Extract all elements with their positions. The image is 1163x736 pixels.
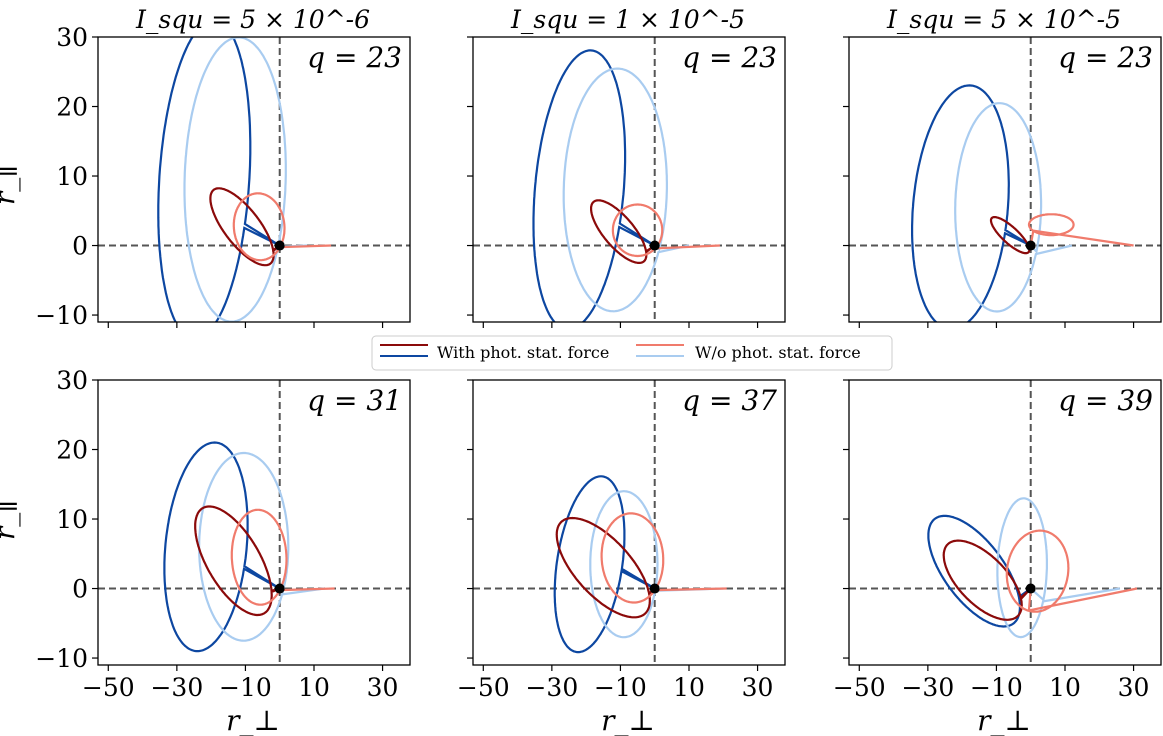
panel-6: −50 −30 −10 10 30 q = 39 [833,379,1162,702]
xtick-label: −30 [901,673,954,702]
panel-curves [911,84,1134,322]
xtick-label: −50 [457,673,510,702]
ytick-label: 0 [72,575,88,604]
origin-dot [1025,583,1036,594]
origin-dot [649,240,660,251]
xtick-label: −30 [525,673,578,702]
panel-frame [848,36,1162,323]
trajectory-without-4 [611,203,720,258]
ytick-label: 20 [56,93,88,122]
panel-frame [472,379,786,666]
q-annotation: q = 23 [682,41,777,74]
ytick-label: 30 [56,23,88,52]
origin-dot [649,583,660,594]
legend-frame [371,335,893,371]
trajectory-with-1 [927,514,1032,628]
panel-1: −10 0 10 20 30 q = 23 [35,23,411,330]
ytick-label: 20 [56,436,88,465]
panel-curves [163,441,335,653]
ytick-label: 10 [56,162,88,191]
panel-curves [927,497,1138,639]
xtick-label: −10 [970,673,1023,702]
panel-curves [532,49,720,322]
ytick-label: 0 [72,232,88,261]
trajectory-with-1 [911,84,1032,322]
trajectory-with-1 [532,49,656,322]
origin-dot [1025,240,1036,251]
xtick-label: 10 [1049,673,1081,702]
trajectory-without-2 [954,102,1073,313]
panel-frame [97,379,411,666]
ytick-label: 30 [56,366,88,395]
trajectory-without-4 [232,192,332,262]
trajectory-with-3 [555,516,656,619]
trajectory-without-2 [198,451,325,642]
title-panel-1: I_squ = 5 × 10^-6 [135,5,370,34]
q-annotation: q = 31 [307,384,402,417]
ytick-label: 10 [56,505,88,534]
title-panel-3: I_squ = 5 × 10^-5 [886,5,1121,34]
xtick-label: −50 [833,673,886,702]
xtick-label: −10 [219,673,272,702]
panel-5: −50 −30 −10 10 30 q = 37 [457,379,786,702]
xtick-label: 30 [367,673,399,702]
trajectory-with-3 [590,199,656,264]
panel-frame [848,379,1162,666]
xtick-label: −10 [594,673,647,702]
title-panel-2: I_squ = 1 × 10^-5 [510,5,745,34]
legend-label-without: W/o phot. stat. force [695,343,861,362]
q-annotation: q = 39 [1058,384,1153,417]
q-annotation: q = 23 [1058,41,1153,74]
panel-2: q = 23 [467,36,786,328]
ylabel-top: r_∥ [0,165,21,205]
xtick-label: 30 [1118,673,1150,702]
ytick-label: −10 [35,644,88,673]
trajectory-without-4 [600,512,727,604]
origin-dot [274,583,285,594]
panel-curves [553,475,727,654]
panels: −10 0 10 20 30 q = 23 q = 23 q = 23 −50 −30 −10 10 3… [35,23,1162,702]
ylabel-bottom: r_∥ [0,500,21,540]
legend-label-with: With phot. stat. force [437,343,609,362]
panel-4: −50 −30 −10 10 30 −10 0 10 20 30 q = 31 [35,366,411,702]
xtick-label: 10 [673,673,705,702]
xlabel-panel-6: r_⊥ [977,704,1031,736]
trajectory-without-2 [562,67,690,313]
trajectory-without-4 [1005,529,1138,613]
xtick-label: −30 [150,673,203,702]
xtick-label: 10 [298,673,330,702]
trajectory-with-1 [157,37,281,322]
trajectory-with-3 [989,216,1032,255]
origin-dot [274,240,285,251]
trajectory-with-3 [942,539,1032,621]
trajectory-with-3 [194,505,281,617]
trajectory-without-4 [1027,213,1134,247]
trajectory-without-4 [230,508,335,606]
ytick-label: −10 [35,301,88,330]
panel-curves [157,37,332,322]
panel-frame [472,36,786,323]
panel-frame [97,36,411,323]
legend: With phot. stat. force W/o phot. stat. f… [371,335,893,371]
xtick-label: −50 [82,673,135,702]
trajectory-without-2 [589,490,724,639]
trajectory-with-1 [163,441,281,653]
panel-3: q = 23 [843,36,1162,328]
xtick-label: 30 [742,673,774,702]
xlabel-panel-4: r_⊥ [226,704,280,736]
trajectory-with-3 [209,187,281,267]
xlabel-panel-5: r_⊥ [601,704,655,736]
q-annotation: q = 37 [682,384,777,417]
q-annotation: q = 23 [307,41,402,74]
